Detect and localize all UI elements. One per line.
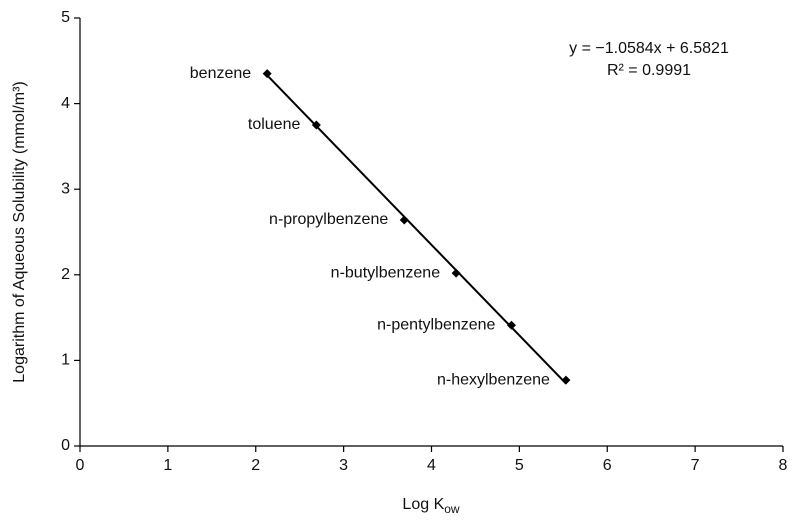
point: [399, 215, 409, 225]
point-label: n-hexylbenzene: [437, 371, 550, 388]
y-tick-label: 4: [61, 95, 70, 112]
point: [262, 69, 272, 79]
x-tick-label: 8: [779, 457, 788, 474]
point-label: n-butylbenzene: [331, 264, 441, 281]
x-tick-label: 1: [163, 457, 172, 474]
point: [311, 120, 321, 130]
y-tick-label: 0: [61, 437, 70, 454]
r-squared: R² = 0.9991: [607, 62, 691, 79]
point-label: benzene: [190, 65, 251, 82]
point-label: n-pentylbenzene: [377, 317, 495, 334]
x-axis-label: Log Kow: [402, 496, 459, 516]
x-tick-label: 4: [427, 457, 436, 474]
x-tick-label: 7: [691, 457, 700, 474]
y-tick-label: 1: [61, 352, 70, 369]
trendline: [266, 74, 567, 385]
x-label-main: Log K: [402, 496, 444, 513]
x-tick-label: 2: [251, 457, 260, 474]
point: [506, 320, 516, 330]
x-tick-label: 3: [339, 457, 348, 474]
point: [451, 268, 461, 278]
x-tick-label: 5: [515, 457, 524, 474]
y-tick-label: 3: [61, 180, 70, 197]
x-label-sub: ow: [444, 502, 460, 516]
point-label: toluene: [248, 116, 301, 133]
point-label: n-propylbenzene: [269, 211, 388, 228]
y-axis-label: Logarithm of Aqueous Solubility (mmol/m³…: [11, 81, 28, 382]
x-tick-label: 0: [76, 457, 85, 474]
x-tick-label: 6: [603, 457, 612, 474]
y-tick-label: 2: [61, 266, 70, 283]
y-tick-label: 5: [61, 9, 70, 26]
equation: y = −1.0584x + 6.5821: [569, 40, 729, 57]
point: [561, 375, 571, 385]
